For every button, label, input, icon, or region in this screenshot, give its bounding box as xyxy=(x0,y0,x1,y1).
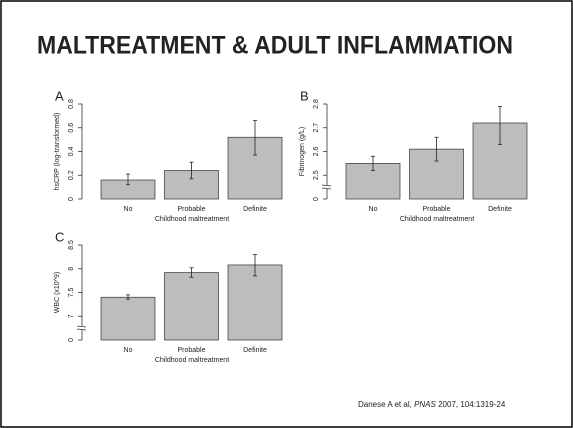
y-tick-label: 7 xyxy=(68,314,75,318)
y-tick-label: 0.4 xyxy=(68,147,75,157)
citation-details: 2007, 104:1319-24 xyxy=(438,400,506,409)
y-tick-label: 0.2 xyxy=(68,170,75,180)
x-axis-label: Childhood maltreatment xyxy=(155,357,229,364)
axis-break-gap xyxy=(324,185,330,189)
y-tick-label: 0 xyxy=(313,197,320,201)
x-tick-label: No xyxy=(124,347,133,354)
x-tick-label: No xyxy=(369,206,378,213)
error-bar xyxy=(434,136,439,162)
error-bar xyxy=(126,173,130,186)
x-tick-label: No xyxy=(124,206,133,213)
x-tick-label: Probable xyxy=(177,206,205,213)
x-tick-label: Definite xyxy=(488,206,512,213)
axis-break-gap xyxy=(79,326,85,330)
error-bar xyxy=(371,155,375,171)
y-tick-label: 0.8 xyxy=(68,99,75,109)
y-tick-label: 7.5 xyxy=(68,288,75,298)
error-bar xyxy=(253,254,257,277)
axis-break xyxy=(76,328,87,331)
y-tick-label: 0 xyxy=(68,197,75,201)
x-tick-label: Probable xyxy=(422,206,450,213)
bar xyxy=(100,296,156,341)
axis-break xyxy=(76,325,87,328)
error-bar xyxy=(498,105,502,145)
x-axis-label: Childhood maltreatment xyxy=(155,216,229,223)
x-tick-label: Definite xyxy=(243,206,267,213)
y-tick-label: 8.5 xyxy=(68,240,75,250)
x-axis-label: Childhood maltreatment xyxy=(400,216,474,223)
axis-break xyxy=(321,184,332,187)
error-bar xyxy=(253,120,257,156)
x-tick-label: Probable xyxy=(177,347,205,354)
y-axis-label: hsCRP (log-transformed) xyxy=(54,113,61,191)
citation-author: Danese A et al, xyxy=(358,400,412,409)
y-tick-label: 2.8 xyxy=(313,99,320,109)
error-bar xyxy=(126,294,130,300)
panel-label: A xyxy=(55,88,64,103)
y-tick-label: 0 xyxy=(68,338,75,342)
error-bar xyxy=(189,267,194,278)
y-tick-label: 8 xyxy=(68,267,75,271)
bar xyxy=(227,264,283,341)
y-axis-label: WBC (x10^9) xyxy=(54,272,61,313)
citation: Danese A et al, PNAS 2007, 104:1319-24 xyxy=(358,400,506,409)
slide-title: MALTREATMENT & ADULT INFLAMMATION xyxy=(37,32,513,60)
y-axis-label: Fibrinogen (g/L) xyxy=(299,127,306,176)
y-tick-label: 0.6 xyxy=(68,123,75,133)
y-tick-label: 2.7 xyxy=(313,123,320,133)
y-tick-label: 2.5 xyxy=(313,170,320,180)
bar xyxy=(164,272,219,341)
axis-break xyxy=(321,187,332,190)
error-bar xyxy=(189,161,194,180)
x-tick-label: Definite xyxy=(243,347,267,354)
panel-label: C xyxy=(55,229,64,244)
citation-journal: PNAS xyxy=(414,400,436,409)
panel-label: B xyxy=(300,88,309,103)
y-tick-label: 2.6 xyxy=(313,147,320,157)
